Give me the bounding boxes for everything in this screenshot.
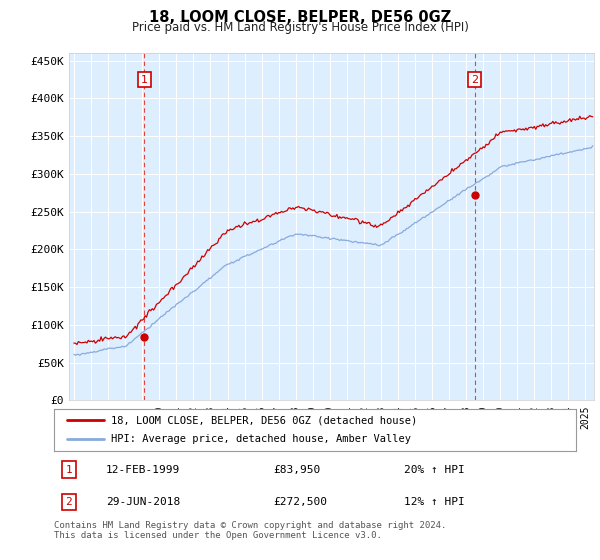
Text: 20% ↑ HPI: 20% ↑ HPI [404, 465, 464, 475]
Text: 1: 1 [65, 465, 72, 475]
Text: Price paid vs. HM Land Registry's House Price Index (HPI): Price paid vs. HM Land Registry's House … [131, 21, 469, 34]
Text: 18, LOOM CLOSE, BELPER, DE56 0GZ (detached house): 18, LOOM CLOSE, BELPER, DE56 0GZ (detach… [112, 415, 418, 425]
Text: HPI: Average price, detached house, Amber Valley: HPI: Average price, detached house, Ambe… [112, 435, 412, 445]
Text: 2: 2 [65, 497, 72, 507]
Text: 29-JUN-2018: 29-JUN-2018 [106, 497, 181, 507]
Text: £272,500: £272,500 [273, 497, 327, 507]
Text: 18, LOOM CLOSE, BELPER, DE56 0GZ: 18, LOOM CLOSE, BELPER, DE56 0GZ [149, 10, 451, 25]
Text: 12-FEB-1999: 12-FEB-1999 [106, 465, 181, 475]
Text: 1: 1 [141, 74, 148, 85]
Text: £83,950: £83,950 [273, 465, 320, 475]
Text: 2: 2 [471, 74, 478, 85]
Text: Contains HM Land Registry data © Crown copyright and database right 2024.
This d: Contains HM Land Registry data © Crown c… [54, 521, 446, 540]
Text: 12% ↑ HPI: 12% ↑ HPI [404, 497, 464, 507]
